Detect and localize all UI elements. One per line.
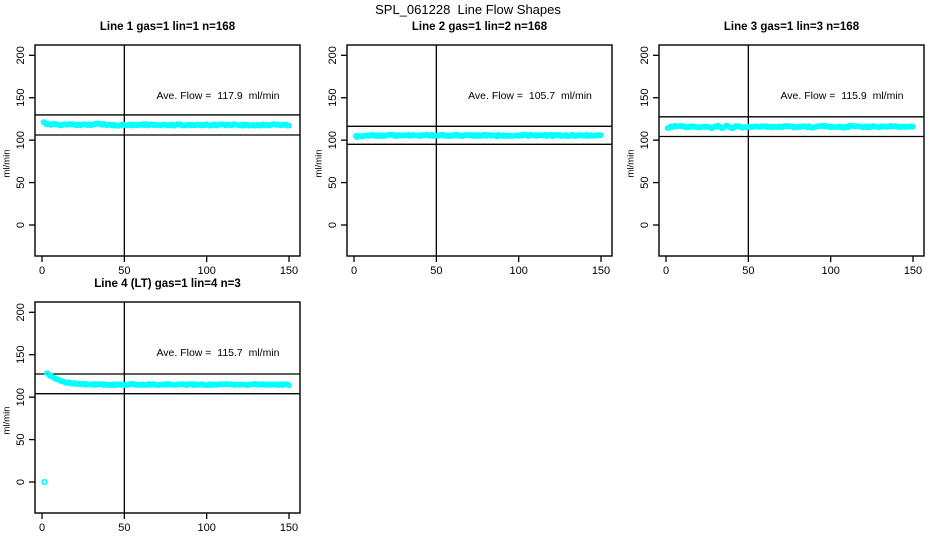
- plot-title: Line 1 gas=1 lin=1 n=168: [99, 21, 236, 33]
- plot-box: [346, 44, 613, 257]
- x-tick-label: 100: [197, 265, 215, 277]
- y-axis-label: ml/min: [625, 149, 637, 178]
- data-point: [910, 123, 916, 130]
- y-tick-label: 200: [639, 46, 651, 64]
- y-tick-label: 150: [15, 346, 27, 364]
- y-tick-label: 200: [15, 46, 27, 64]
- y-tick-label: 50: [639, 176, 651, 188]
- y-tick-label: 50: [15, 176, 27, 188]
- y-tick-label: 0: [639, 222, 651, 228]
- x-tick-label: 100: [821, 265, 839, 277]
- y-tick-label: 200: [327, 46, 339, 64]
- y-tick-label: 100: [639, 131, 651, 149]
- y-tick-label: 100: [15, 131, 27, 149]
- y-tick-label: 50: [327, 176, 339, 188]
- y-axis-label: ml/min: [1, 406, 13, 435]
- x-tick-label: 150: [904, 265, 922, 277]
- y-tick-label: 150: [327, 89, 339, 107]
- plot-box: [658, 44, 925, 257]
- subplot-line-1: 0 50 100 150 0 50 100 150 200 Line 1 gas=1 lin=1…: [0, 18, 312, 280]
- x-tick-label: 150: [592, 265, 610, 277]
- plot-canvas-line-3: 0 50 100 150 0 50 100 150 200: [639, 44, 925, 277]
- plot-canvas-line-1: 0 50 100 150 0 50 100 150 200: [15, 44, 301, 277]
- y-tick-label: 0: [327, 222, 339, 228]
- x-tick-label: 150: [280, 522, 298, 534]
- plot-title: Line 3 gas=1 lin=3 n=168: [723, 21, 860, 33]
- x-tick-label: 50: [118, 522, 130, 534]
- data-point: [286, 382, 292, 389]
- x-tick-label: 0: [39, 522, 45, 534]
- y-tick-label: 100: [15, 388, 27, 406]
- y-axis-label: ml/min: [313, 149, 325, 178]
- subplot-line-2: 0 50 100 150 0 50 100 150 200 Line 2 gas=1 lin=2…: [312, 18, 624, 280]
- ave-flow-annotation: Ave. Flow = 117.9 ml/min: [156, 90, 280, 102]
- y-tick-label: 150: [15, 89, 27, 107]
- y-tick-label: 150: [639, 89, 651, 107]
- ave-flow-annotation: Ave. Flow = 115.9 ml/min: [780, 90, 904, 102]
- data-point: [286, 122, 292, 129]
- y-tick-label: 50: [15, 433, 27, 445]
- ave-flow-annotation: Ave. Flow = 105.7 ml/min: [468, 90, 592, 102]
- figure-title: SPL_061228 Line Flow Shapes: [375, 2, 561, 17]
- plot-title: Line 4 (LT) gas=1 lin=4 n=3: [94, 278, 241, 290]
- x-tick-label: 100: [197, 522, 215, 534]
- x-tick-label: 50: [742, 265, 754, 277]
- data-point: [598, 132, 604, 139]
- y-axis-label: ml/min: [1, 149, 13, 178]
- subplot-line-4: 0 50 100 150 0 50 100 150 200 Line 4 (LT) gas=1 …: [0, 275, 312, 537]
- x-tick-label: 100: [509, 265, 527, 277]
- plot-box: [34, 301, 301, 514]
- y-tick-label: 0: [15, 479, 27, 485]
- plot-title: Line 2 gas=1 lin=2 n=168: [411, 21, 548, 33]
- y-tick-label: 100: [327, 131, 339, 149]
- x-tick-label: 0: [39, 265, 45, 277]
- subplot-line-3: 0 50 100 150 0 50 100 150 200 Line 3 gas=1 lin=3…: [624, 18, 936, 280]
- plot-box: [34, 44, 301, 257]
- x-tick-label: 0: [663, 265, 669, 277]
- ave-flow-annotation: Ave. Flow = 115.7 ml/min: [156, 347, 280, 359]
- plot-canvas-line-2: 0 50 100 150 0 50 100 150 200: [327, 44, 613, 277]
- x-tick-label: 150: [280, 265, 298, 277]
- y-tick-label: 0: [15, 222, 27, 228]
- x-tick-label: 0: [351, 265, 357, 277]
- y-tick-label: 200: [15, 303, 27, 321]
- outlier-point: [41, 478, 48, 486]
- plot-canvas-line-4: 0 50 100 150 0 50 100 150 200: [15, 301, 301, 534]
- x-tick-label: 50: [430, 265, 442, 277]
- x-tick-label: 50: [118, 265, 130, 277]
